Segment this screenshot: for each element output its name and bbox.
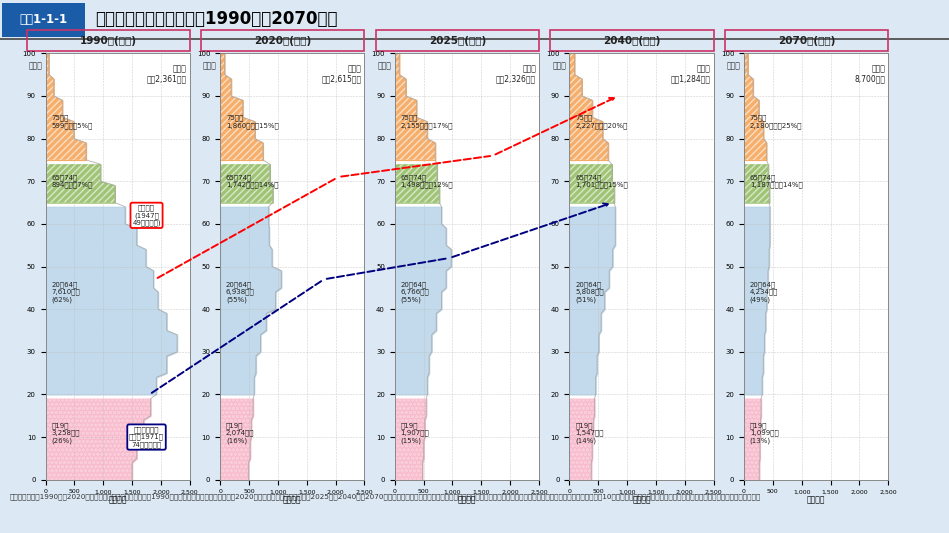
Text: 75歳〜
2,155万人（17%）: 75歳〜 2,155万人（17%） <box>400 115 453 128</box>
Text: 1990年(実績): 1990年(実績) <box>80 36 137 45</box>
Text: 2020年(実績): 2020年(実績) <box>254 36 311 45</box>
X-axis label: （千人）: （千人） <box>807 496 826 505</box>
Text: （歳）: （歳） <box>378 62 392 71</box>
Text: 20〜64歳
6,766万人
(55%): 20〜64歳 6,766万人 (55%) <box>400 281 429 303</box>
Text: 2025年(推計): 2025年(推計) <box>429 36 486 45</box>
Text: 総人口
１億2,361万人: 総人口 １億2,361万人 <box>147 64 187 83</box>
Text: 2070年(推計): 2070年(推計) <box>778 36 835 45</box>
Text: 75歳〜
2,227万人（20%）: 75歳〜 2,227万人（20%） <box>575 115 627 128</box>
Text: 75歳〜
2,180万人（25%）: 75歳〜 2,180万人（25%） <box>750 115 802 128</box>
Text: 20〜64歳
4,234万人
(49%): 20〜64歳 4,234万人 (49%) <box>750 281 778 303</box>
Text: （歳）: （歳） <box>552 62 567 71</box>
X-axis label: （千人）: （千人） <box>283 496 302 505</box>
Text: 75歳〜
599万人（5%）: 75歳〜 599万人（5%） <box>51 115 93 128</box>
Text: 〜19歳
2,074万人
(16%): 〜19歳 2,074万人 (16%) <box>226 422 254 443</box>
Text: 〜19歳
1,099万人
(13%): 〜19歳 1,099万人 (13%) <box>750 422 778 443</box>
Text: 65〜74歳
1,498万人（12%）: 65〜74歳 1,498万人（12%） <box>400 174 454 188</box>
Text: 総人口
１億1,284万人: 総人口 １億1,284万人 <box>671 64 711 83</box>
Text: 図表1-1-1: 図表1-1-1 <box>20 13 67 26</box>
Text: 団塊ジュニア
世代（1971〜
74年生まれ）: 団塊ジュニア 世代（1971〜 74年生まれ） <box>129 426 164 448</box>
Text: （歳）: （歳） <box>28 62 43 71</box>
Text: （歳）: （歳） <box>203 62 217 71</box>
Text: 65〜74歳
894万人（7%）: 65〜74歳 894万人（7%） <box>51 174 93 188</box>
Text: 2040年(推計): 2040年(推計) <box>604 36 661 45</box>
Text: 20〜64歳
7,610万人
(62%): 20〜64歳 7,610万人 (62%) <box>51 281 80 303</box>
Text: 75歳〜
1,860万人（15%）: 75歳〜 1,860万人（15%） <box>226 115 279 128</box>
X-axis label: （千人）: （千人） <box>108 496 127 505</box>
FancyBboxPatch shape <box>2 3 85 37</box>
X-axis label: （千人）: （千人） <box>632 496 651 505</box>
X-axis label: （千人）: （千人） <box>457 496 476 505</box>
Text: 65〜74歳
1,187万人（14%）: 65〜74歳 1,187万人（14%） <box>750 174 803 188</box>
Text: 総人口
１億2,615万人: 総人口 １億2,615万人 <box>322 64 362 83</box>
Text: 〜19歳
1,547万人
(14%): 〜19歳 1,547万人 (14%) <box>575 422 604 443</box>
Text: 65〜74歳
1,742万人（14%）: 65〜74歳 1,742万人（14%） <box>226 174 278 188</box>
Text: 総人口
8,700万人: 総人口 8,700万人 <box>854 64 885 83</box>
Text: 〜19歳
1,907万人
(15%): 〜19歳 1,907万人 (15%) <box>400 422 429 443</box>
Text: 団塊世代
(1947〜
49年生まれ): 団塊世代 (1947〜 49年生まれ) <box>132 205 160 226</box>
Text: （歳）: （歳） <box>727 62 741 71</box>
Text: 〜19歳
3,258万人
(26%): 〜19歳 3,258万人 (26%) <box>51 422 80 443</box>
Text: 65〜74歳
1,701万人（15%）: 65〜74歳 1,701万人（15%） <box>575 174 628 188</box>
Text: 総人口
１億2,326万人: 総人口 １億2,326万人 <box>496 64 536 83</box>
Text: 資料：実績値（1990年、2020年）は総務省統計局「国勢調査」1990年は年齢不詳をあん分した人口、2020年は不詳補完値）、推計値（2025年、2040年、: 資料：実績値（1990年、2020年）は総務省統計局「国勢調査」1990年は年齢… <box>9 493 761 499</box>
Text: 人口ピラミッドの変化（1990年〜2070年）: 人口ピラミッドの変化（1990年〜2070年） <box>95 10 338 28</box>
Text: 20〜64歳
6,938万人
(55%): 20〜64歳 6,938万人 (55%) <box>226 281 254 303</box>
Text: 20〜64歳
5,808万人
(51%): 20〜64歳 5,808万人 (51%) <box>575 281 604 303</box>
